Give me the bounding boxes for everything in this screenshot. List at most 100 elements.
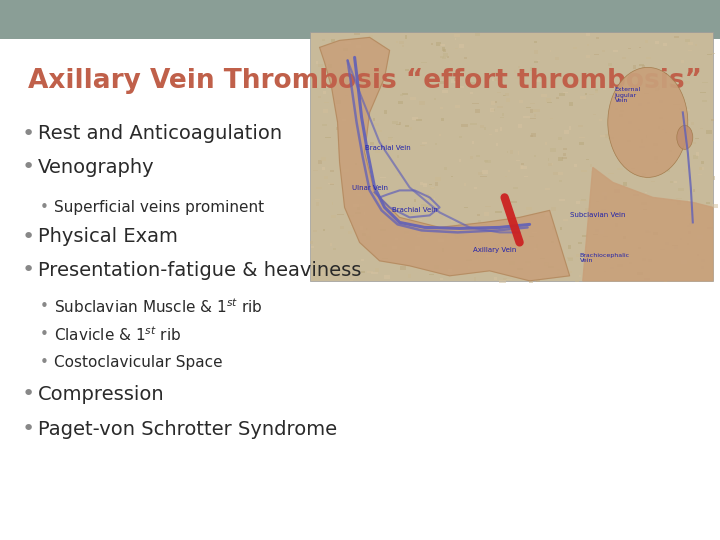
Bar xyxy=(488,251,490,253)
Bar xyxy=(546,98,551,102)
Polygon shape xyxy=(582,167,713,281)
Bar xyxy=(316,187,322,189)
Bar xyxy=(464,57,467,59)
Bar xyxy=(518,124,522,127)
Bar xyxy=(332,201,333,205)
Bar xyxy=(520,165,523,168)
Bar xyxy=(537,60,540,62)
Bar xyxy=(658,126,660,129)
Text: Compression: Compression xyxy=(38,384,165,404)
Bar xyxy=(484,127,487,131)
Bar xyxy=(434,198,436,200)
Bar xyxy=(550,50,552,52)
Bar xyxy=(688,231,691,234)
Bar xyxy=(459,86,464,88)
Bar xyxy=(612,199,616,200)
Bar xyxy=(436,144,437,145)
Bar xyxy=(340,63,342,66)
Bar xyxy=(360,226,363,230)
Bar xyxy=(685,215,690,219)
Bar xyxy=(684,147,687,151)
Bar xyxy=(370,142,374,145)
Bar xyxy=(697,235,703,239)
Bar xyxy=(639,47,642,49)
Bar xyxy=(468,266,470,269)
Bar xyxy=(524,176,528,178)
Bar xyxy=(713,176,715,179)
Bar xyxy=(396,124,400,125)
Bar xyxy=(351,221,352,225)
Bar xyxy=(544,262,549,266)
Bar xyxy=(366,271,373,273)
Bar xyxy=(595,89,598,91)
Bar xyxy=(490,134,492,136)
Bar xyxy=(534,155,536,157)
Bar xyxy=(405,233,410,234)
Bar xyxy=(677,201,681,205)
Bar xyxy=(711,53,715,54)
Bar xyxy=(362,233,366,236)
Bar xyxy=(698,266,699,270)
Bar xyxy=(405,125,408,127)
Bar xyxy=(590,93,593,95)
Bar xyxy=(532,232,537,233)
Bar xyxy=(417,235,420,237)
Bar xyxy=(464,183,467,186)
Bar xyxy=(617,168,623,170)
Bar xyxy=(670,181,673,183)
Bar xyxy=(617,134,621,138)
Bar xyxy=(484,160,487,162)
Bar xyxy=(558,172,562,175)
Bar xyxy=(667,170,670,172)
Bar xyxy=(701,92,706,93)
Bar xyxy=(455,228,459,230)
Bar xyxy=(444,49,446,52)
Bar xyxy=(485,206,490,207)
Bar xyxy=(545,213,549,216)
Bar xyxy=(426,205,431,207)
Bar xyxy=(505,176,507,177)
Bar xyxy=(647,57,651,59)
Bar xyxy=(623,236,626,239)
Bar xyxy=(361,271,364,273)
Bar xyxy=(366,236,371,240)
Bar xyxy=(422,142,428,145)
Bar xyxy=(653,210,656,213)
Bar xyxy=(508,170,510,172)
Bar xyxy=(534,248,536,251)
Bar xyxy=(534,109,540,112)
Bar xyxy=(379,177,386,178)
Bar xyxy=(673,104,680,105)
Bar xyxy=(554,172,558,176)
Bar xyxy=(683,236,688,238)
Bar xyxy=(316,61,318,64)
Bar xyxy=(346,65,351,67)
Bar xyxy=(661,144,666,145)
Bar xyxy=(546,102,552,103)
Bar xyxy=(518,240,520,241)
Bar xyxy=(420,145,426,146)
Bar xyxy=(712,140,714,141)
Bar xyxy=(644,93,649,94)
Bar xyxy=(420,219,423,220)
Bar xyxy=(541,224,544,227)
Bar xyxy=(706,130,713,133)
Bar xyxy=(338,214,343,215)
Text: Costoclavicular Space: Costoclavicular Space xyxy=(54,355,222,370)
Bar xyxy=(577,79,580,81)
Bar xyxy=(585,93,588,94)
Bar xyxy=(602,50,605,52)
Bar xyxy=(545,264,548,265)
Bar xyxy=(615,86,617,88)
Text: Brachiocephalic
Vein: Brachiocephalic Vein xyxy=(580,253,630,264)
Bar xyxy=(441,248,444,252)
Bar xyxy=(440,216,443,219)
Bar xyxy=(451,234,454,237)
Bar xyxy=(641,139,642,143)
Bar xyxy=(619,110,624,112)
Bar xyxy=(495,100,497,103)
Bar xyxy=(466,259,472,261)
Bar xyxy=(623,210,626,212)
Bar xyxy=(439,134,441,136)
Text: Axillary Vein Thrombosis “effort thrombosis”: Axillary Vein Thrombosis “effort thrombo… xyxy=(28,68,702,94)
